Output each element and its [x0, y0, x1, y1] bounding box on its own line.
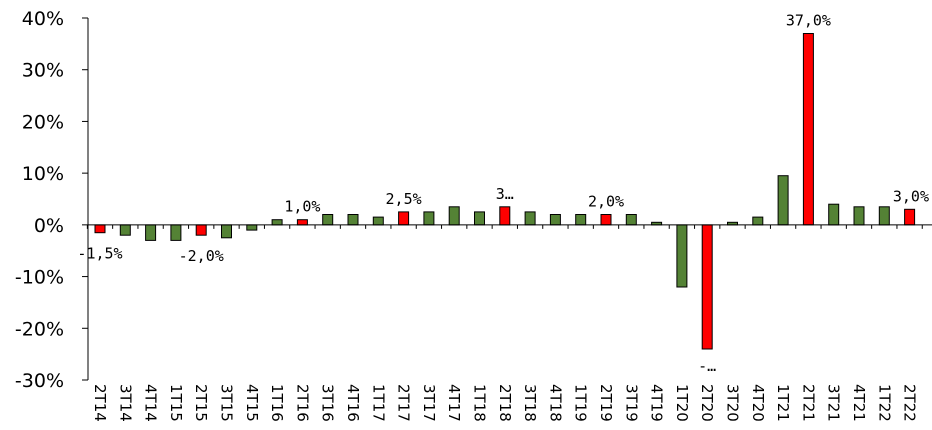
data-label-2T18: 3…	[496, 185, 514, 203]
x-tick-label: 1T16	[268, 384, 286, 422]
data-label-2T15: -2,0%	[179, 247, 224, 265]
data-label-2T14: -1,5%	[77, 245, 122, 263]
bar-1T15	[170, 224, 182, 241]
data-label-2T21: 37,0%	[786, 12, 831, 30]
bar-3T15	[221, 224, 232, 239]
y-tick-label: 0%	[34, 215, 64, 237]
x-tick-label: 1T19	[572, 384, 590, 422]
bar-2T16	[296, 219, 308, 226]
y-tick-label: -20%	[15, 318, 64, 340]
bar-1T16	[271, 219, 283, 226]
data-label-2T17: 2,5%	[386, 190, 422, 208]
x-tick-label: 1T17	[369, 384, 387, 422]
data-label-2T20: -…	[698, 357, 716, 375]
y-tick-label: 10%	[22, 163, 64, 185]
x-tick-label: 2T16	[293, 384, 311, 422]
x-tick-label: 3T20	[724, 384, 742, 422]
bar-4T21	[853, 206, 865, 226]
bar-1T20	[676, 224, 688, 288]
x-tick-label: 2T22	[901, 384, 919, 422]
x-tick-label: 4T16	[344, 384, 362, 422]
x-tick-label: 1T18	[471, 384, 489, 422]
bar-2T18	[499, 206, 511, 226]
x-tick-label: 4T17	[445, 384, 463, 422]
data-label-2T22: 3,0%	[893, 187, 929, 205]
y-tick-label: 40%	[22, 8, 64, 30]
x-tick-label: 2T21	[799, 384, 817, 422]
x-tick-label: 2T20	[698, 384, 716, 422]
bar-1T19	[575, 214, 587, 226]
bar-2T22	[904, 208, 916, 226]
bar-4T17	[448, 206, 460, 226]
x-tick-label: 3T17	[420, 384, 438, 422]
bar-2T20	[701, 224, 713, 350]
y-tick-label: -30%	[15, 370, 64, 392]
x-axis: 2T14 3T14 4T14 1T15 2T15 3T15 4T15 1T16 2T16 3T16…	[91, 384, 919, 422]
bar-4T14	[145, 224, 157, 241]
x-tick-label: 3T14	[116, 384, 134, 422]
bar-1T18	[474, 211, 485, 226]
bar-3T18	[524, 211, 536, 226]
x-tick-label: 1T21	[774, 384, 792, 422]
bar-1T21	[777, 175, 789, 226]
bar-3T17	[423, 211, 435, 226]
x-tick-label: 3T18	[521, 384, 539, 422]
bar-3T14	[119, 224, 131, 236]
x-tick-label: 4T20	[749, 384, 767, 422]
x-tick-label: 3T19	[622, 384, 640, 422]
bar-4T16	[347, 214, 359, 226]
bar-4T20	[752, 216, 764, 226]
x-tick-label: 2T14	[91, 384, 109, 422]
x-tick-label: 4T14	[142, 384, 160, 422]
x-tick-label: 1T15	[167, 384, 185, 422]
x-tick-label: 2T19	[597, 384, 615, 422]
x-tick-label: 4T21	[850, 384, 868, 422]
bar-2T14	[94, 224, 106, 234]
bar-4T18	[549, 214, 561, 226]
data-labels: -1,5% -2,0% 1,0% 2,5% 3… 2,0% -… 37,0% 3,0%	[77, 12, 929, 375]
x-tick-label: 4T19	[648, 384, 666, 422]
bar-2T17	[398, 211, 410, 226]
y-axis: -30% -20% -10% 0% 10% 20% 30% 40%	[15, 8, 89, 392]
bar-3T16	[322, 214, 334, 226]
bar-1T22	[878, 206, 890, 226]
bars	[94, 33, 916, 350]
x-tick-label: 3T15	[218, 384, 236, 422]
x-tick-label: 4T15	[243, 384, 261, 422]
bar-4T15	[246, 224, 258, 231]
x-tick-label: 2T15	[192, 384, 210, 422]
y-tick-label: 30%	[22, 60, 64, 82]
x-tick-label: 3T16	[319, 384, 337, 422]
bar-3T19	[625, 214, 637, 226]
bar-1T17	[372, 216, 384, 226]
y-tick-label: -10%	[15, 267, 64, 289]
y-tick-label: 20%	[22, 111, 64, 133]
x-tick-label: 4T18	[546, 384, 564, 422]
bar-2T15	[195, 224, 207, 236]
bar-2T19	[600, 214, 612, 226]
x-tick-label: 3T21	[825, 384, 843, 422]
x-tick-label: 2T17	[395, 384, 413, 422]
data-label-2T19: 2,0%	[588, 193, 624, 211]
x-tick-label: 2T18	[496, 384, 514, 422]
data-label-2T16: 1,0%	[284, 198, 320, 216]
x-tick-label: 1T22	[875, 384, 893, 422]
x-tick-label: 1T20	[673, 384, 691, 422]
bar-3T21	[828, 203, 840, 226]
zero-baseline	[86, 224, 932, 229]
bar-2T21	[802, 33, 814, 226]
